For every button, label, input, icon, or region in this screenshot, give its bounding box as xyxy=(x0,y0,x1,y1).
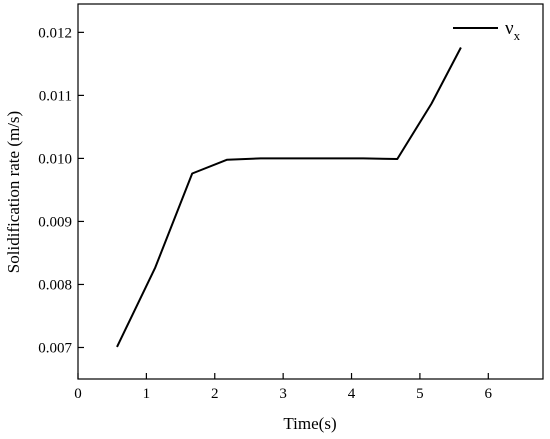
x-tick-label: 6 xyxy=(485,386,493,402)
y-tick-label: 0.011 xyxy=(39,88,72,104)
series-line xyxy=(116,47,462,348)
legend-series-subscript: x xyxy=(514,28,521,43)
legend: νx xyxy=(453,18,521,43)
y-tick-label: 0.010 xyxy=(38,151,72,167)
y-tick-label: 0.012 xyxy=(38,25,72,41)
x-tick-label: 4 xyxy=(348,386,356,402)
legend-label: νx xyxy=(505,18,521,43)
x-tick-label: 3 xyxy=(279,386,287,402)
series-lines xyxy=(116,47,462,348)
x-axis-title: Time(s) xyxy=(283,414,336,433)
x-tick-label: 1 xyxy=(143,386,151,402)
y-tick-label: 0.007 xyxy=(38,340,72,356)
legend-series-name: ν xyxy=(505,18,514,39)
plot-frame xyxy=(77,3,544,380)
y-axis-ticks: 0.007 0.008 0.009 0.010 0.011 0.012 xyxy=(38,25,84,356)
x-tick-label: 0 xyxy=(74,386,82,402)
y-tick-label: 0.008 xyxy=(38,277,72,293)
x-tick-label: 2 xyxy=(211,386,219,402)
x-axis-ticks: 0 1 2 3 4 5 6 xyxy=(74,373,493,402)
x-tick-label: 5 xyxy=(416,386,424,402)
y-tick-label: 0.009 xyxy=(38,214,72,230)
y-axis-title: Solidification rate (m/s) xyxy=(4,111,23,273)
